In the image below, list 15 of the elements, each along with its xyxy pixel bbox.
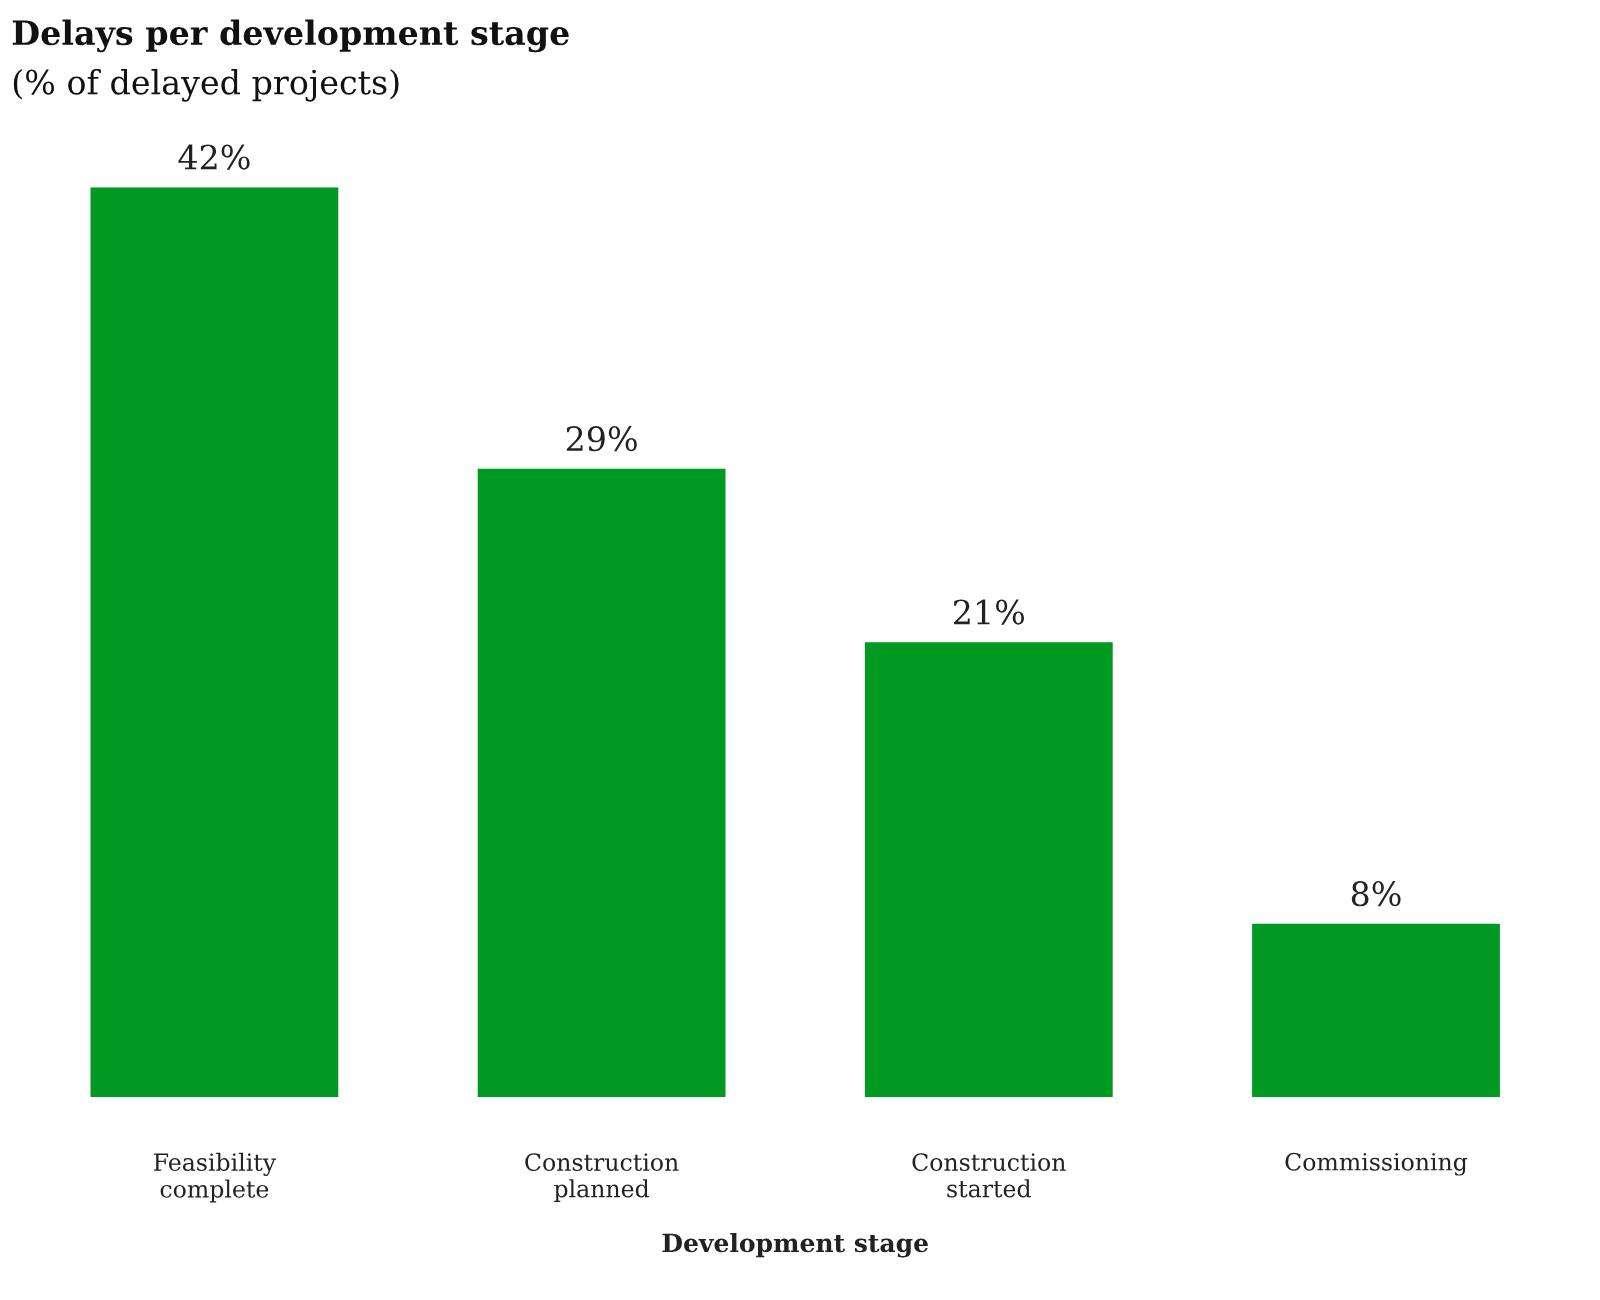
bar bbox=[477, 468, 726, 1098]
data-label: 8% bbox=[1351, 881, 1401, 907]
x-tick-label: Construction planned bbox=[525, 1153, 679, 1203]
chart-subtitle: (% of delayed projects) bbox=[13, 68, 399, 102]
data-label: 21% bbox=[954, 599, 1024, 625]
x-tick-label: Feasibility complete bbox=[154, 1152, 277, 1203]
data-label: 42% bbox=[178, 144, 250, 170]
x-tick-label: Construction started bbox=[912, 1153, 1066, 1198]
bar bbox=[864, 642, 1113, 1098]
x-tick-label: Commissioning bbox=[1285, 1152, 1468, 1176]
x-axis-title: Development stage bbox=[662, 1232, 928, 1258]
bar bbox=[90, 187, 339, 1098]
data-label: 29% bbox=[566, 426, 637, 452]
bar bbox=[1252, 923, 1500, 1098]
chart-title: Delays per development stage bbox=[12, 19, 569, 53]
